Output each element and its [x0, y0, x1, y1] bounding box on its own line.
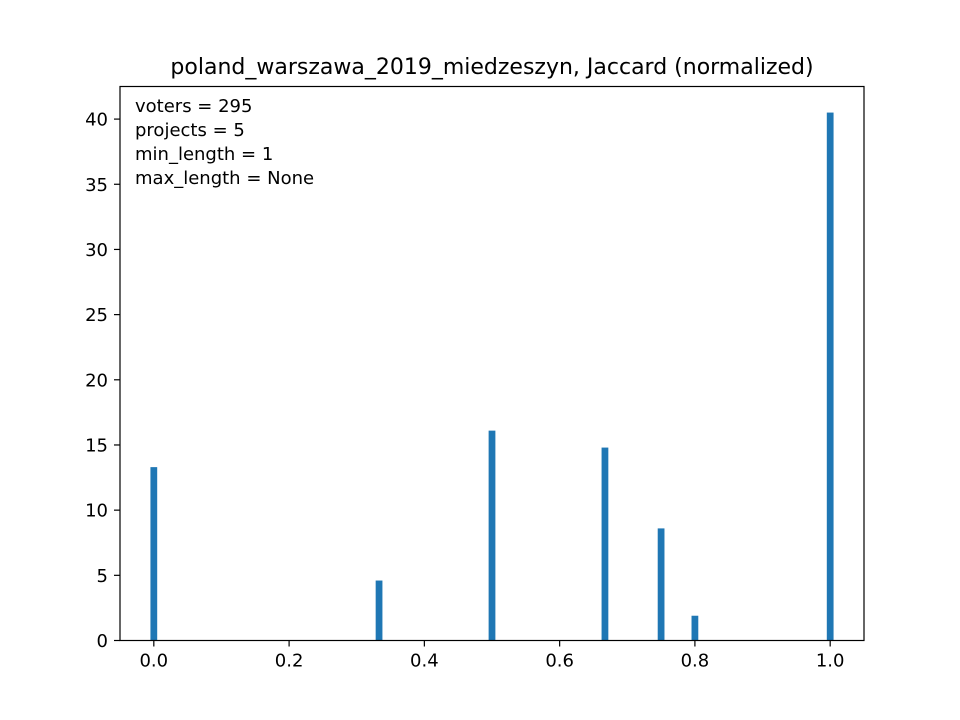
- y-tick-label: 40: [85, 110, 108, 131]
- annotation-line: projects = 5: [135, 120, 245, 141]
- x-tick-label: 0.6: [545, 651, 574, 672]
- bar-1: [375, 580, 383, 641]
- bar-0: [150, 467, 158, 641]
- y-axis: 0 5 10 15 20 25 30 35 40: [85, 110, 120, 652]
- bar-4: [657, 528, 665, 641]
- x-tick-label: 0.8: [681, 651, 710, 672]
- bar-5: [691, 615, 699, 641]
- y-tick-label: 10: [85, 501, 108, 522]
- bar-6: [826, 112, 834, 641]
- annotation-block: voters = 295 projects = 5 min_length = 1 ma…: [135, 96, 314, 189]
- bar-2: [488, 430, 496, 641]
- annotation-line: voters = 295: [135, 96, 252, 117]
- y-tick-label: 15: [85, 435, 108, 456]
- x-axis: 0.0 0.2 0.4 0.6 0.8 1.0: [139, 640, 845, 672]
- x-tick-label: 0.0: [139, 651, 168, 672]
- y-tick-label: 30: [85, 240, 108, 261]
- y-tick-label: 20: [85, 370, 108, 391]
- x-tick-label: 0.2: [275, 651, 304, 672]
- y-tick-label: 5: [97, 566, 108, 587]
- y-tick-label: 35: [85, 175, 108, 196]
- y-tick-label: 0: [97, 631, 108, 652]
- plot-frame: [119, 85, 865, 642]
- chart-title: poland_warszawa_2019_miedzeszyn, Jaccard…: [170, 55, 813, 80]
- bars-group: [150, 112, 834, 641]
- y-tick-label: 25: [85, 305, 108, 326]
- bar-3: [601, 447, 609, 641]
- x-tick-label: 0.4: [410, 651, 439, 672]
- annotation-line: max_length = None: [135, 168, 314, 189]
- annotation-line: min_length = 1: [135, 144, 273, 165]
- x-tick-label: 1.0: [816, 651, 845, 672]
